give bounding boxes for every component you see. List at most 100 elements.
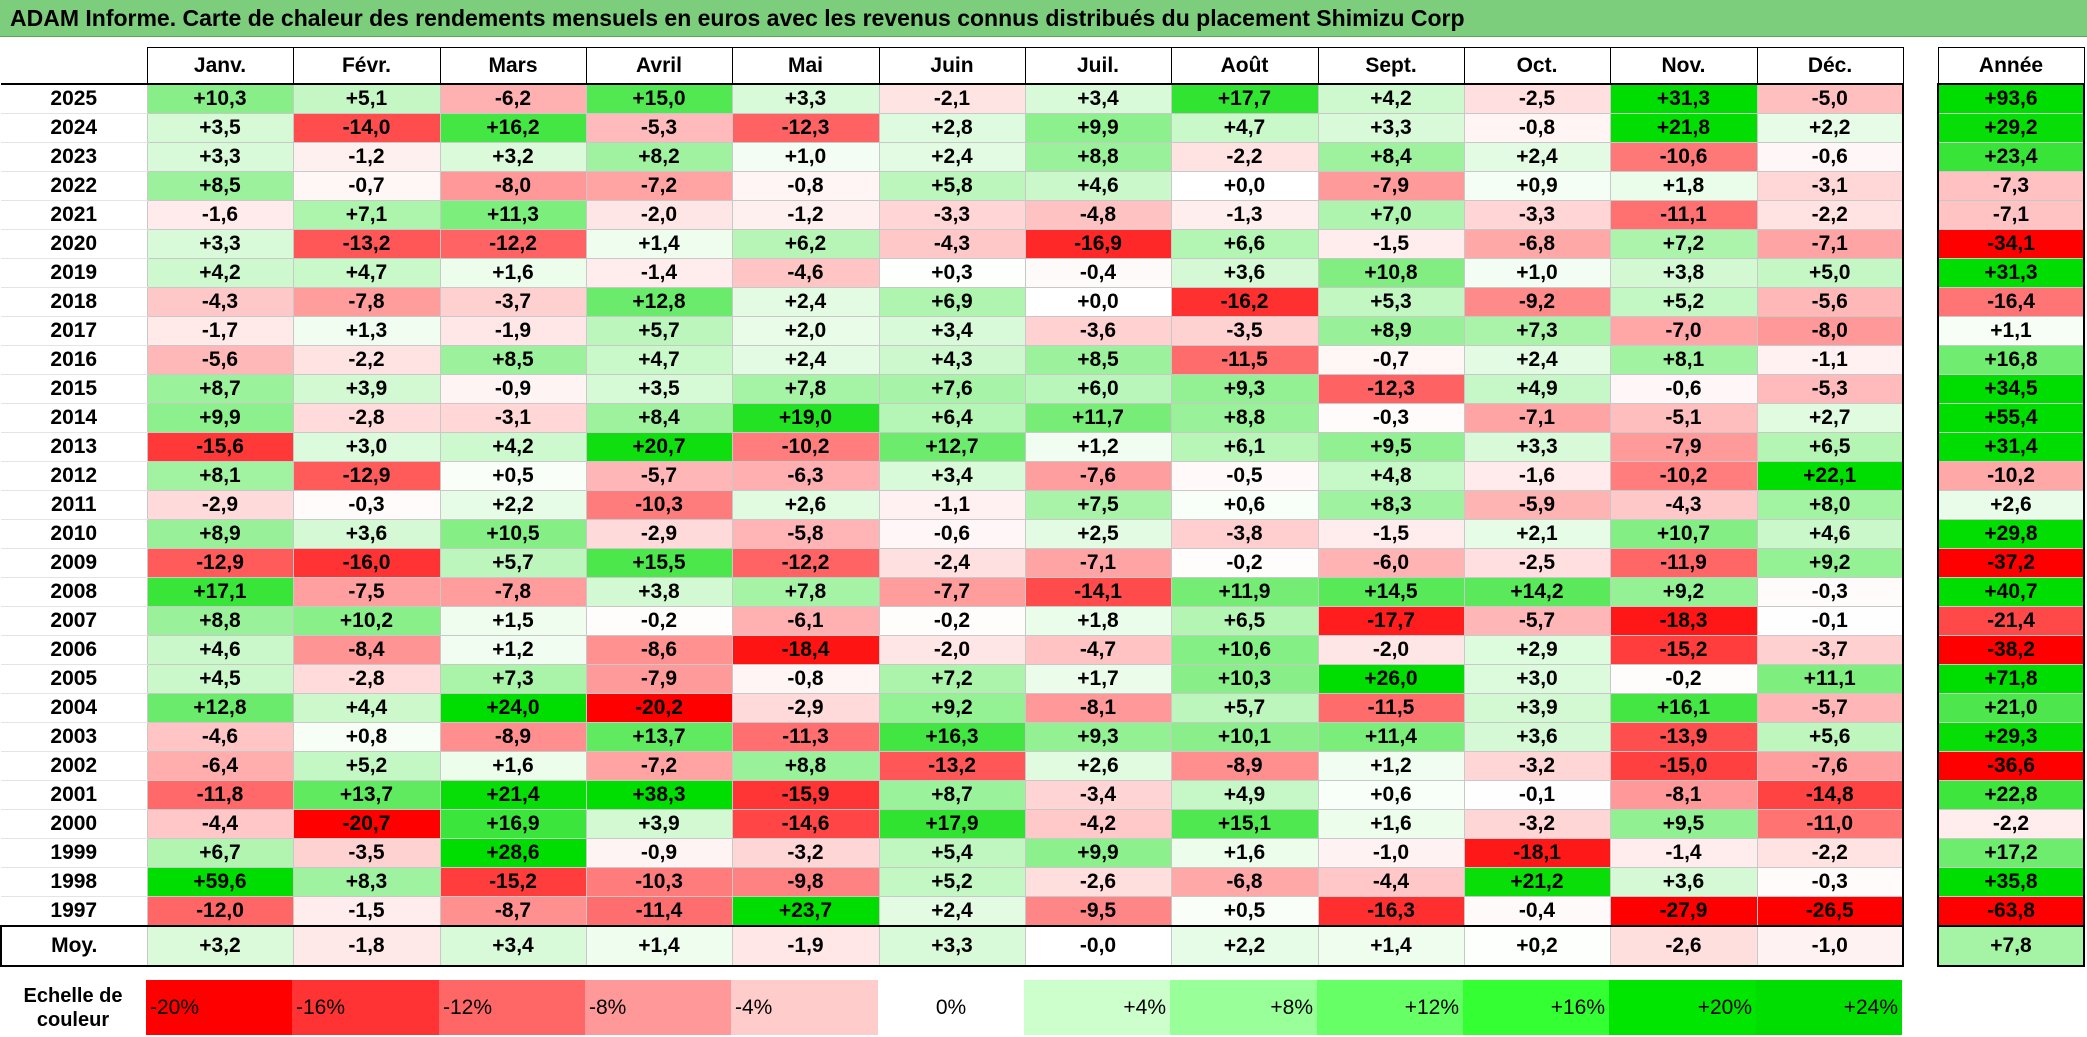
annual-cell: +22,8 — [1937, 780, 2085, 810]
year-label: 2019 — [1, 258, 147, 288]
heatmap-cell: -7,9 — [1317, 171, 1465, 201]
heatmap-cell: +5,7 — [585, 316, 733, 346]
heatmap-cell: +3,3 — [1317, 113, 1465, 143]
heatmap-cell: -1,4 — [1609, 838, 1758, 868]
heatmap-cell: -1,4 — [585, 258, 733, 288]
heatmap-cell: -5,6 — [146, 345, 294, 375]
heatmap-cell: -9,5 — [1024, 896, 1172, 927]
annual-row: -37,2 — [1937, 548, 2085, 578]
heatmap-cell: -3,5 — [1170, 316, 1319, 346]
heatmap-cell: +0,3 — [878, 258, 1026, 288]
heatmap-cell: +6,4 — [878, 403, 1026, 433]
heatmap-cell: -7,9 — [585, 664, 733, 694]
heatmap-cell: +3,3 — [1463, 432, 1611, 462]
table-row: 2014 +9,9 -2,8 -3,1 +8,4 +19,0 +6,4 +11,7 +8,8 -0… — [1, 403, 1904, 433]
heatmap-cell: -6,2 — [439, 83, 587, 114]
average-label: Moy. — [0, 925, 147, 967]
heatmap-cell: -12,3 — [731, 113, 880, 143]
heatmap-cell: +8,3 — [292, 867, 441, 897]
table-row: 2011 -2,9 -0,3 +2,2 -10,3 +2,6 -1,1 +7,5 +0,6 +8,… — [1, 490, 1904, 520]
heatmap-cell: +10,2 — [292, 606, 441, 636]
heatmap-cell: +0,5 — [439, 461, 587, 491]
heatmap-cell: +1,5 — [439, 606, 587, 636]
heatmap-cell: -7,5 — [292, 577, 441, 607]
annual-cell: +40,7 — [1937, 577, 2085, 607]
heatmap-cell: -13,2 — [292, 229, 441, 259]
heatmap-cell: +3,9 — [585, 809, 733, 839]
year-label: 2005 — [1, 664, 147, 694]
heatmap-cell: -1,9 — [439, 316, 587, 346]
heatmap-cell: -5,7 — [585, 461, 733, 491]
heatmap-cell: +5,7 — [439, 548, 587, 578]
heatmap-cell: -0,3 — [292, 490, 441, 520]
annual-cell: +21,0 — [1937, 693, 2085, 723]
annual-cell: -36,6 — [1937, 751, 2085, 781]
heatmap-cell: -10,3 — [585, 867, 733, 897]
heatmap-cell: +2,4 — [1463, 345, 1611, 375]
corner-cell — [1, 48, 147, 85]
heatmap-cell: +2,8 — [878, 113, 1026, 143]
heatmap-cell: +4,7 — [585, 345, 733, 375]
year-label: 2021 — [1, 200, 147, 230]
heatmap-cell: +16,1 — [1609, 693, 1758, 723]
color-scale-swatch: -16% — [292, 980, 439, 1035]
heatmap-cell: +8,5 — [1024, 345, 1172, 375]
heatmap-cell: -9,2 — [1463, 287, 1611, 317]
table-row: 2004 +12,8 +4,4 +24,0 -20,2 -2,9 +9,2 -8,1 +5,7-… — [1, 693, 1904, 723]
heatmap-cell: -4,6 — [731, 258, 880, 288]
color-scale-swatch: -8% — [585, 980, 731, 1035]
heatmap-cell: -0,4 — [1463, 896, 1611, 927]
annual-row: +31,4 — [1937, 432, 2085, 462]
heatmap-cell: -26,5 — [1756, 896, 1904, 927]
heatmap-cell: -0,6 — [1756, 142, 1904, 172]
heatmap-cell: +3,4 — [878, 461, 1026, 491]
heatmap-cell: -0,9 — [439, 374, 587, 404]
annual-cell: +16,8 — [1937, 345, 2085, 375]
heatmap-cell: +8,5 — [146, 171, 294, 201]
annual-row: +1,1 — [1937, 316, 2085, 346]
heatmap-cell: +3,6 — [1463, 722, 1611, 752]
heatmap-cell: -0,2 — [585, 606, 733, 636]
heatmap-cell: +6,1 — [1170, 432, 1319, 462]
annual-cell: +93,6 — [1937, 83, 2085, 114]
heatmap-cell: +10,3 — [1170, 664, 1319, 694]
annual-row: +23,4 — [1937, 142, 2085, 172]
heatmap-cell: -4,4 — [146, 809, 294, 839]
heatmap-cell: +3,6 — [1609, 867, 1758, 897]
heatmap-cell: +6,9 — [878, 287, 1026, 317]
heatmap-cell: -4,3 — [878, 229, 1026, 259]
heatmap-cell: +2,7 — [1756, 403, 1904, 433]
table-row: 2023 +3,3 -1,2 +3,2 +8,2 +1,0 +2,4 +8,8 -2,2 +8,4… — [1, 142, 1904, 172]
heatmap-cell: -11,0 — [1756, 809, 1904, 839]
heatmap-cell: +5,3 — [1317, 287, 1465, 317]
year-label: 2016 — [1, 345, 147, 375]
heatmap-cell: +3,8 — [585, 577, 733, 607]
heatmap-cell: +5,8 — [878, 171, 1026, 201]
heatmap-cell: -3,2 — [731, 838, 880, 868]
heatmap-cell: -4,7 — [1024, 635, 1172, 665]
heatmap-cell: +0,6 — [1317, 780, 1465, 810]
heatmap-cell: +2,4 — [878, 896, 1026, 927]
heatmap-cell: +4,7 — [292, 258, 441, 288]
heatmap-cell: -10,6 — [1609, 142, 1758, 172]
table-row: 2002 -6,4 +5,2 +1,6 -7,2 +8,8 -13,2 +2,6 -8,9 +1,… — [1, 751, 1904, 781]
heatmap-cell: -7,0 — [1609, 316, 1758, 346]
heatmap-cell: -7,6 — [1756, 751, 1904, 781]
heatmap-cell: -18,1 — [1463, 838, 1611, 868]
heatmap-cell: +2,0 — [731, 316, 880, 346]
heatmap-cell: -2,2 — [1756, 838, 1904, 868]
heatmap-cell: +20,7 — [585, 432, 733, 462]
heatmap-cell: +8,3 — [1317, 490, 1465, 520]
color-scale-swatch: 0% — [878, 980, 1024, 1035]
heatmap-cell: -7,1 — [1756, 229, 1904, 259]
heatmap-cell: +26,0 — [1317, 664, 1465, 694]
average-cell: -2,6 — [1609, 925, 1758, 967]
heatmap-cell: -2,8 — [292, 403, 441, 433]
heatmap-cell: -3,2 — [1463, 751, 1611, 781]
color-scale-label: Echelle de couleur — [23, 984, 123, 1031]
annual-cell: -38,2 — [1937, 635, 2085, 665]
heatmap-cell: +4,4 — [292, 693, 441, 723]
heatmap-cell: +2,4 — [731, 345, 880, 375]
heatmap-cell: -7,1 — [1024, 548, 1172, 578]
heatmap-cell: +5,7 — [1170, 693, 1319, 723]
